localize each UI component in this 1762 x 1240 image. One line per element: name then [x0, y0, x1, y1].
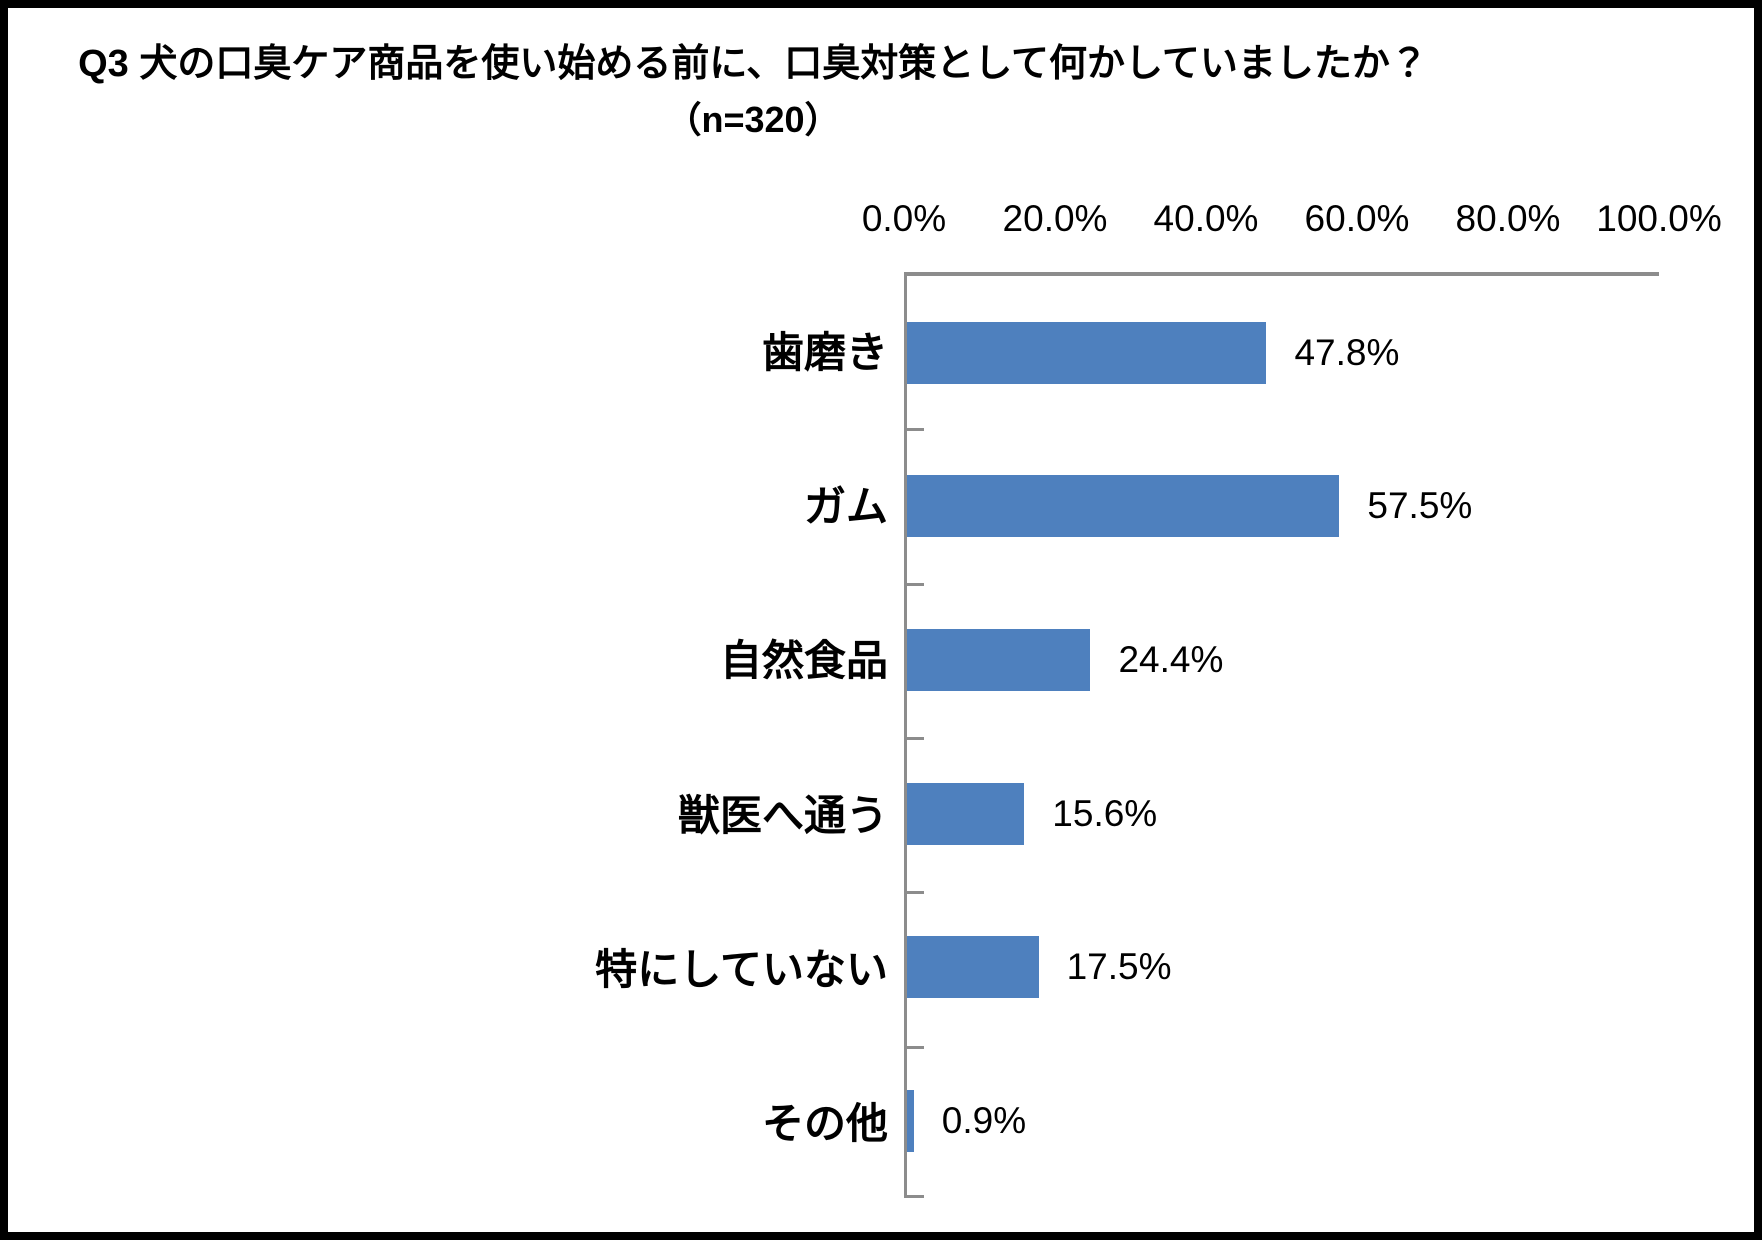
- chart-subtitle: （n=320）: [665, 98, 841, 140]
- category-label: 特にしていない: [595, 945, 888, 993]
- x-axis-tick-label: 60.0%: [1304, 198, 1410, 239]
- category-label: 獣医へ通う: [677, 791, 888, 839]
- value-label: 57.5%: [1367, 485, 1473, 527]
- plot-area: 47.8% 57.5% 24.4% 15.6% 17.5% 0.9%: [904, 272, 1659, 1198]
- chart-title: Q3 犬の口臭ケア商品を使い始める前に、口臭対策として何かしていましたか？: [78, 43, 1428, 85]
- bar: [907, 1090, 914, 1153]
- axis-tick: [907, 1045, 924, 1049]
- bar: [907, 475, 1340, 538]
- x-axis-tick-label: 80.0%: [1455, 198, 1561, 239]
- x-axis-tick-label: 100.0%: [1596, 198, 1722, 239]
- bar-row: 15.6%: [907, 737, 1659, 891]
- bar: [907, 321, 1267, 384]
- axis-tick: [907, 737, 924, 740]
- x-axis-tick-label: 0.0%: [861, 198, 947, 239]
- category-label: 自然食品: [719, 637, 888, 685]
- x-axis-tick-label: 20.0%: [1002, 198, 1108, 239]
- bar-rows: 47.8% 57.5% 24.4% 15.6% 17.5% 0.9%: [907, 276, 1659, 1198]
- value-label: 17.5%: [1066, 946, 1172, 988]
- bar: [907, 629, 1091, 692]
- bar-row: 17.5%: [907, 891, 1659, 1045]
- category-label: その他: [761, 1100, 888, 1148]
- axis-tick: [907, 582, 924, 586]
- category-axis-labels: 歯磨き ガム 自然食品 獣医へ通う 特にしていない その他: [16, 272, 888, 1198]
- bar: [907, 936, 1039, 999]
- x-axis-tick-label: 40.0%: [1153, 198, 1259, 239]
- bar-row: 47.8%: [907, 276, 1659, 430]
- bar: [907, 782, 1025, 845]
- x-axis-tick-labels: 0.0% 20.0% 40.0% 60.0% 80.0% 100.0%: [862, 198, 1722, 244]
- bar-row: 57.5%: [907, 430, 1659, 584]
- value-label: 24.4%: [1118, 639, 1224, 681]
- axis-tick: [907, 1195, 924, 1198]
- value-label: 47.8%: [1294, 331, 1400, 373]
- bar-row: 24.4%: [907, 583, 1659, 737]
- value-label: 0.9%: [941, 1100, 1027, 1142]
- chart-title-block: Q3 犬の口臭ケア商品を使い始める前に、口臭対策として何かしていましたか？ （n…: [70, 42, 1436, 141]
- axis-tick: [907, 891, 924, 895]
- value-label: 15.6%: [1052, 792, 1158, 834]
- bar-row: 0.9%: [907, 1044, 1659, 1198]
- category-label: ガム: [803, 482, 888, 530]
- axis-tick: [907, 428, 924, 432]
- category-label: 歯磨き: [761, 328, 888, 376]
